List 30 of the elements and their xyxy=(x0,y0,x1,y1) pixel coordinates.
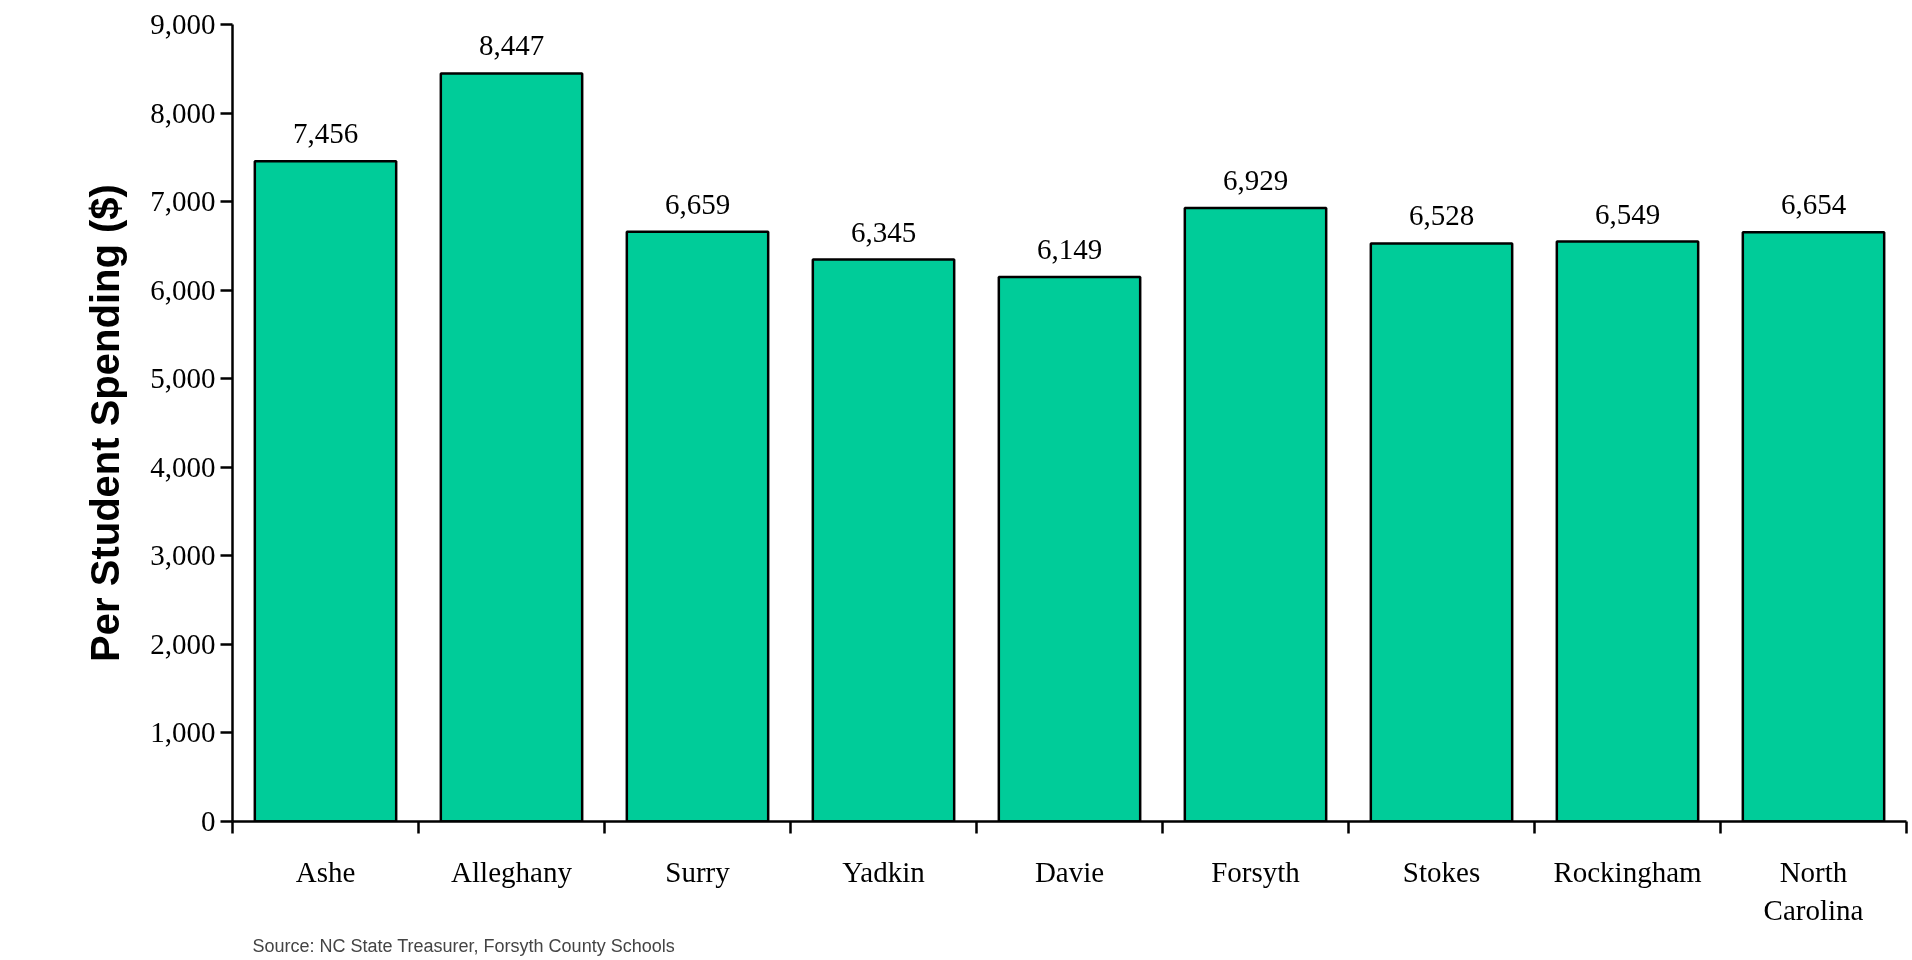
x-tick-label: Ashe xyxy=(295,855,356,888)
x-tick-label: Davie xyxy=(1034,855,1105,888)
y-axis-title: Per Student Spending ($) xyxy=(83,184,128,662)
data-label: 6,149 xyxy=(1036,232,1103,265)
source-note: Source: NC State Treasurer, Forsyth County Schools xyxy=(252,935,675,956)
y-tick-label: 1,000 xyxy=(150,716,216,749)
y-tick-label: 2,000 xyxy=(150,627,216,660)
y-tick-label: 3,000 xyxy=(150,539,216,572)
x-tick-label: Rockingham xyxy=(1553,855,1703,888)
data-label: 6,528 xyxy=(1408,199,1475,232)
y-tick-label: 4,000 xyxy=(150,450,216,483)
y-tick-label: 0 xyxy=(201,805,216,837)
data-label: 8,447 xyxy=(478,29,545,62)
x-tick-label: Stokes xyxy=(1402,855,1481,888)
x-tick-label: Alleghany xyxy=(451,855,573,888)
y-tick-label: 7,000 xyxy=(150,185,216,218)
data-label: 6,659 xyxy=(664,187,731,220)
y-tick-label: 9,000 xyxy=(150,8,216,40)
data-label: 6,929 xyxy=(1222,163,1289,196)
data-label: 6,345 xyxy=(850,215,917,248)
y-tick-label: 5,000 xyxy=(150,362,216,395)
x-tick-label: Yadkin xyxy=(842,855,926,888)
y-tick-label: 8,000 xyxy=(150,96,216,129)
x-tick-label: Forsyth xyxy=(1211,855,1301,888)
data-label: 6,654 xyxy=(1780,188,1847,221)
data-label: 6,549 xyxy=(1594,197,1661,230)
y-tick-label: 6,000 xyxy=(150,273,216,306)
x-tick-label: Surry xyxy=(665,855,731,888)
data-label: 7,456 xyxy=(292,117,359,150)
x-tick-label: North Carolina xyxy=(1763,855,1864,926)
